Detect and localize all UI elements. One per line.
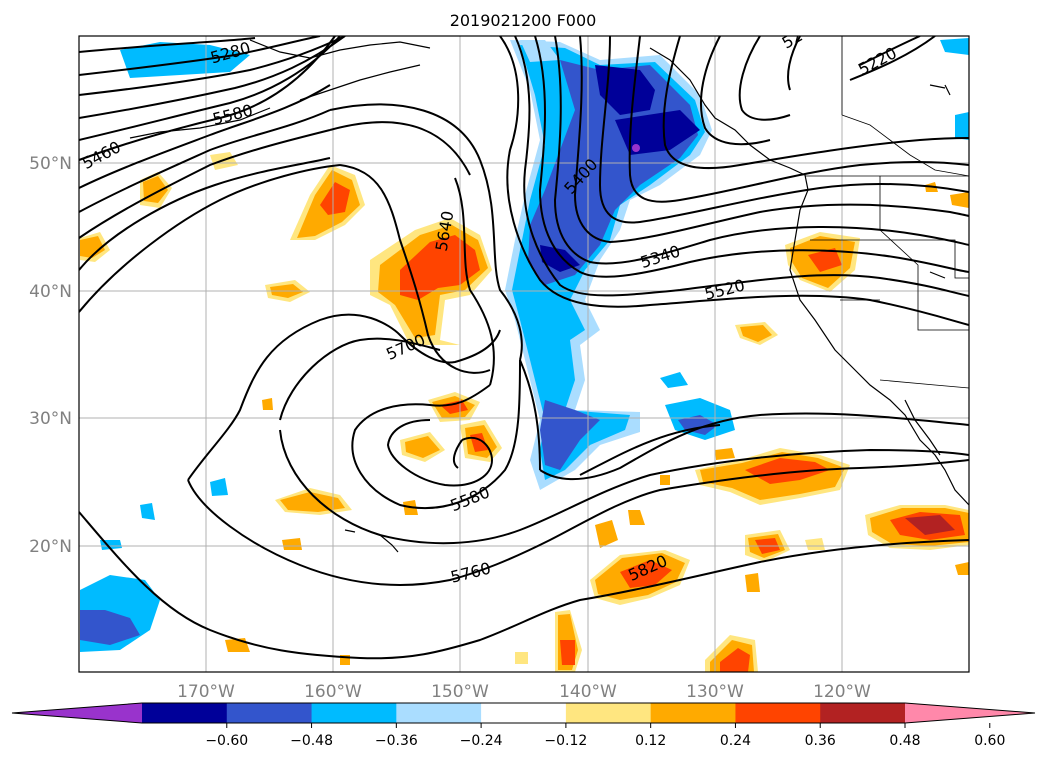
colorbar-tick-label: −0.48 (290, 733, 333, 749)
map-title: 2019021200 F000 (450, 11, 597, 30)
colorbar-tick-label: −0.12 (544, 733, 587, 749)
map-frame (78, 35, 970, 673)
colorbar-extend-low (12, 703, 142, 723)
colorbar-tick-label: −0.24 (460, 733, 503, 749)
colorbar-outline (11, 702, 1036, 724)
lon-label: 170°W (177, 682, 235, 702)
lat-label: 20°N (29, 537, 72, 557)
longitude-labels: 170°W 160°W 150°W 140°W 130°W 120°W (177, 682, 871, 702)
colorbar-tick-label: −0.36 (375, 733, 418, 749)
colorbar-segment (650, 703, 736, 723)
colorbar-segment (311, 703, 397, 723)
colorbar-segment (565, 703, 652, 723)
latitude-labels: 50°N 40°N 30°N 20°N (29, 154, 72, 557)
colorbar-segment (142, 703, 228, 723)
lat-label: 40°N (29, 282, 72, 302)
colorbar-tick-label: 0.36 (805, 733, 836, 749)
colorbar-extend-high (905, 703, 1035, 723)
colorbar-tick-label: 0.24 (720, 733, 751, 749)
colorbar-segment (735, 703, 821, 723)
colorbar: −0.60 −0.48 −0.36 −0.24 −0.12 0.12 0.24 0.36 0.4… (11, 702, 1036, 749)
height-contours (79, 36, 969, 660)
colorbar-tick-label: 0.12 (635, 733, 666, 749)
colorbar-tick-label: 0.48 (889, 733, 920, 749)
colorbar-tick-label: −0.60 (205, 733, 248, 749)
gridlines (79, 36, 969, 672)
coastlines (129, 39, 969, 553)
colorbar-segment (820, 703, 906, 723)
colorbar-tick-label: 0.60 (974, 733, 1005, 749)
lat-label: 50°N (29, 154, 72, 174)
lat-label: 30°N (29, 409, 72, 429)
lon-label: 160°W (304, 682, 362, 702)
lon-label: 140°W (559, 682, 617, 702)
map-area: 5280 5580 5460 5220 5400 5640 5340 5520 … (79, 36, 969, 672)
borders (805, 36, 969, 389)
lon-label: 150°W (431, 682, 489, 702)
colorbar-segment (481, 703, 567, 723)
lon-label: 120°W (813, 682, 871, 702)
colorbar-segment (396, 703, 482, 723)
colorbar-segment (226, 703, 313, 723)
lon-label: 130°W (686, 682, 744, 702)
positive-shading (80, 152, 969, 672)
negative-shading (80, 38, 969, 652)
